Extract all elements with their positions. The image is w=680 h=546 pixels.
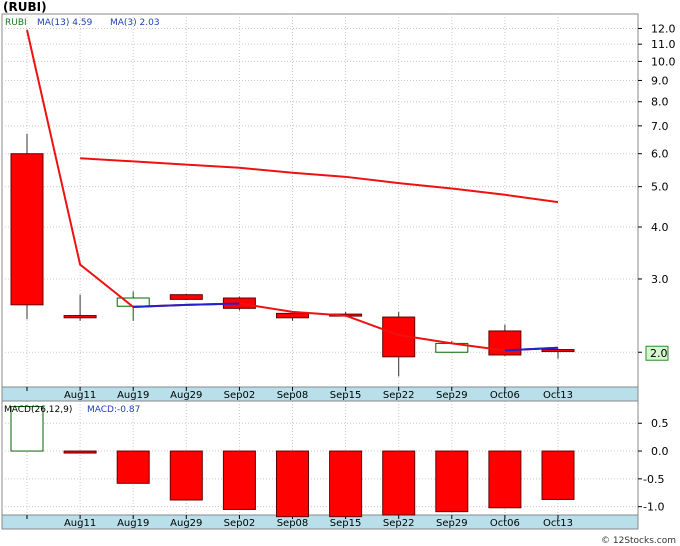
macd-xtick-label: Sep15 — [330, 518, 362, 529]
price-ytick-label: 5.0 — [651, 181, 669, 194]
macd-ytick-label: 0.5 — [651, 417, 669, 430]
price-xtick-label: Aug11 — [64, 390, 96, 401]
ma3-blue-segment — [133, 302, 240, 308]
candle-body — [276, 312, 309, 319]
macd-bar — [435, 450, 469, 513]
macd-ytick-label: 0.0 — [651, 445, 669, 458]
legend-ma3: MA(3) 2.03 — [110, 18, 160, 28]
watermark: © 12Stocks.com — [601, 536, 676, 546]
macd-bar — [222, 450, 256, 510]
macd-bar — [116, 450, 150, 484]
price-xtick-label: Aug29 — [170, 390, 202, 401]
candle-body — [541, 349, 575, 353]
macd-bar — [488, 450, 522, 509]
macd-xtick-label: Oct13 — [543, 518, 573, 529]
price-xtick-label: Oct06 — [490, 390, 520, 401]
legend-ma13: MA(13) 4.59 — [37, 18, 93, 28]
price-ytick-label: 11.0 — [651, 38, 676, 51]
ma13-line — [80, 157, 559, 204]
macd-bar — [329, 450, 363, 518]
macd-xtick-label: Aug29 — [170, 518, 202, 529]
candle-body — [169, 294, 203, 300]
macd-xtick-label: Sep08 — [277, 518, 309, 529]
macd-bar — [10, 406, 44, 452]
price-xtick-label: Sep29 — [436, 390, 468, 401]
price-xtick-label: Aug19 — [117, 390, 149, 401]
ma3-line — [26, 29, 559, 352]
candle-body — [10, 153, 44, 306]
macd-legend-value: MACD:-0.87 — [87, 405, 140, 415]
price-xtick-label: Oct13 — [543, 390, 573, 401]
macd-bar — [541, 450, 575, 500]
ma3-blue-segment — [504, 346, 559, 352]
macd-xtick-label: Sep22 — [383, 518, 415, 529]
price-ytick-label: 7.0 — [651, 120, 669, 133]
macd-xtick-label: Sep02 — [224, 518, 256, 529]
macd-xtick-label: Sep29 — [436, 518, 468, 529]
macd-xaxis-band — [1, 514, 639, 530]
price-xtick-label: Sep02 — [224, 390, 256, 401]
price-xtick-label: Sep22 — [383, 390, 415, 401]
last-price-box — [645, 345, 669, 361]
price-panel — [1, 13, 639, 388]
macd-ytick-label: -0.5 — [643, 473, 664, 486]
price-ytick-label: 10.0 — [651, 55, 676, 68]
macd-bar — [382, 450, 416, 516]
price-ytick-label: 3.0 — [651, 273, 669, 286]
price-ytick-label: 6.0 — [651, 148, 669, 161]
macd-bar — [63, 450, 97, 454]
price-xaxis-band — [1, 386, 639, 402]
price-xtick-label: Sep08 — [277, 390, 309, 401]
macd-bar — [276, 450, 309, 518]
price-ytick-label: 4.0 — [651, 221, 669, 234]
price-ytick-label: 12.0 — [651, 22, 676, 35]
macd-xtick-label: Aug11 — [64, 518, 96, 529]
legend-symbol: RUBI — [5, 18, 27, 28]
price-ytick-label: 8.0 — [651, 96, 669, 109]
macd-xtick-label: Oct06 — [490, 518, 520, 529]
page-title: (RUBI) — [3, 0, 47, 14]
macd-panel — [1, 400, 639, 516]
price-xtick-label: Sep15 — [330, 390, 362, 401]
candle-body — [63, 315, 97, 319]
macd-ytick-label: -1.0 — [643, 501, 664, 514]
macd-legend-name: MACD(26,12,9) — [4, 405, 72, 415]
macd-bar — [169, 450, 203, 501]
macd-xtick-label: Aug19 — [117, 518, 149, 529]
last-price-label: 2.0 — [650, 347, 668, 360]
price-ytick-label: 9.0 — [651, 74, 669, 87]
